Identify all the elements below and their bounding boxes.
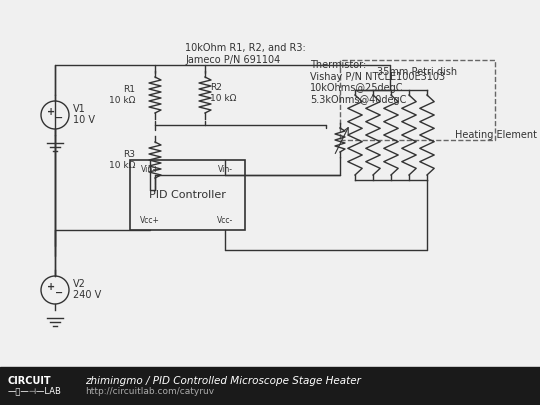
Text: R1
10 kΩ: R1 10 kΩ [109, 85, 135, 105]
Text: Vin+: Vin+ [141, 165, 159, 174]
Text: http://circuitlab.com/catyruv: http://circuitlab.com/catyruv [85, 386, 214, 396]
Text: 35mm Petri dish: 35mm Petri dish [377, 67, 457, 77]
Text: —⧿—⊣—LAB: —⧿—⊣—LAB [8, 386, 62, 396]
Text: 10kOhm R1, R2, and R3:
Jameco P/N 691104: 10kOhm R1, R2, and R3: Jameco P/N 691104 [185, 43, 306, 65]
Text: PID Controller: PID Controller [149, 190, 226, 200]
Text: 240 V: 240 V [73, 290, 102, 300]
Text: 10 V: 10 V [73, 115, 95, 125]
Bar [340, 60, 495, 140]
Text: +: + [47, 107, 55, 117]
Text: R3
10 kΩ: R3 10 kΩ [109, 150, 135, 170]
Text: Vcc-: Vcc- [217, 216, 233, 225]
Text: zhimingmo / PID Controlled Microscope Stage Heater: zhimingmo / PID Controlled Microscope St… [85, 376, 361, 386]
Text: CIRCUIT: CIRCUIT [8, 376, 52, 386]
Text: Vcc+: Vcc+ [140, 216, 160, 225]
Bar [0, 367, 540, 405]
Text: Thermistor:
Vishay P/N NTCLE100E3103
10kOhms@25degC
5.3kOhms@40degC: Thermistor: Vishay P/N NTCLE100E3103 10k… [310, 60, 445, 105]
Text: Vin-: Vin- [218, 165, 233, 174]
Text: Heating Element: Heating Element [455, 130, 537, 140]
Text: V2: V2 [73, 279, 86, 289]
Text: −: − [55, 113, 63, 123]
Text: R2
10 kΩ: R2 10 kΩ [210, 83, 237, 103]
Text: V1: V1 [73, 104, 86, 114]
Text: +: + [47, 282, 55, 292]
Text: −: − [55, 288, 63, 298]
Bar [130, 160, 245, 230]
